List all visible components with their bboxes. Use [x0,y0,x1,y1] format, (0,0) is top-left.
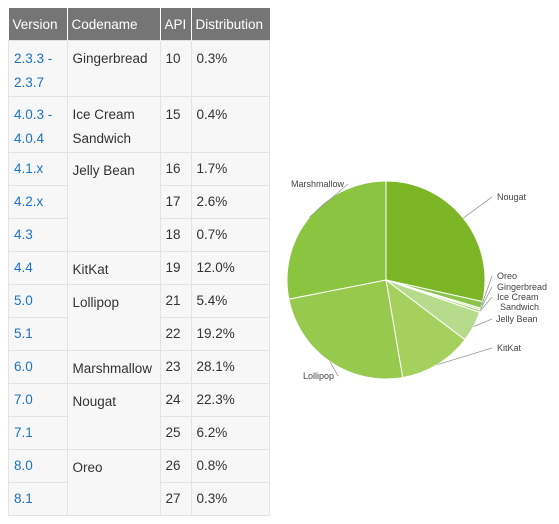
leader-line-jelly-bean [473,318,493,327]
leader-line-ice-cream-sandwich [479,296,493,312]
distribution-cell: 19.2% [190,317,270,351]
table-row: 4.3 18 0.7% [8,218,270,252]
version-link[interactable]: 4.3 [8,218,68,252]
codename-cell: Nougat [66,383,161,450]
version-link[interactable]: 6.0 [8,350,68,384]
distribution-cell: 0.3% [190,482,270,516]
leader-line-kitkat [437,347,493,365]
api-cell: 21 [159,284,192,318]
api-cell: 15 [159,96,192,153]
table-row: 4.4 KitKat 19 12.0% [8,251,270,285]
pie-label-kitkat: KitKat [497,343,522,353]
pie-label-nougat: Nougat [497,192,527,202]
codename-cell: Jelly Bean [66,152,161,252]
distribution-table: Version Codename API Distribution 2.3.3 … [8,8,270,516]
pie-label-oreo: Oreo [497,271,517,281]
codename-cell: KitKat [66,251,161,285]
distribution-cell: 22.3% [190,383,270,417]
api-cell: 19 [159,251,192,285]
distribution-cell: 0.3% [190,40,270,97]
leader-line-marshmallow [309,183,349,218]
table-row: 4.1.x Jelly Bean 16 1.7% [8,152,270,252]
table-row: 5.1 22 19.2% [8,317,270,351]
leader-line-lollipop [329,361,339,377]
distribution-cell: 0.8% [190,449,270,483]
table-row: 5.0 Lollipop 21 5.4% [8,284,270,351]
distribution-cell: 2.6% [190,185,270,219]
pie-slice-lollipop [288,279,404,380]
distribution-cell: 0.4% [190,96,270,153]
leader-line-oreo [481,275,493,306]
distribution-cell: 6.2% [190,416,270,450]
table-row: 4.2.x 17 2.6% [8,185,270,219]
api-cell: 23 [159,350,192,384]
table-row: 6.0 Marshmallow 23 28.1% [8,350,270,384]
codename-cell: Marshmallow [66,350,161,384]
table-header-row: Version Codename API Distribution [8,8,270,41]
version-link[interactable]: 2.3.3 -2.3.7 [8,40,68,97]
pie-label-jelly-bean: Jelly Bean [496,314,538,324]
pie-slice-marshmallow [286,180,387,300]
api-cell: 16 [159,152,192,186]
version-link[interactable]: 7.1 [8,416,68,450]
api-cell: 22 [159,317,192,351]
api-cell: 27 [159,482,192,516]
header-codename[interactable]: Codename [67,8,161,41]
codename-cell: Oreo [66,449,161,516]
codename-cell: Ice Cream Sandwich [66,96,161,153]
pie-label-gingerbread: Gingerbread [497,282,547,292]
codename-cell: Gingerbread [66,40,161,97]
table-row: 2.3.3 -2.3.7 Gingerbread 10 0.3% [8,40,270,97]
distribution-cell: 1.7% [190,152,270,186]
pie-label-marshmallow: Marshmallow [291,179,345,189]
table-row: 7.1 25 6.2% [8,416,270,450]
api-cell: 18 [159,218,192,252]
header-distribution[interactable]: Distribution [191,8,270,41]
table-row: 4.0.3 -4.0.4 Ice Cream Sandwich 15 0.4% [8,96,270,153]
distribution-cell: 5.4% [190,284,270,318]
codename-cell: Lollipop [66,284,161,351]
version-link[interactable]: 4.2.x [8,185,68,219]
version-link[interactable]: 5.0 [8,284,68,318]
api-cell: 26 [159,449,192,483]
table-body: 2.3.3 -2.3.7 Gingerbread 10 0.3% 4.0.3 -4.0.… [8,40,270,516]
version-link[interactable]: 8.1 [8,482,68,516]
header-version[interactable]: Version [8,8,68,41]
table-row: 8.0 Oreo 26 0.8% [8,449,270,516]
distribution-cell: 12.0% [190,251,270,285]
pie-label-lollipop: Lollipop [303,371,334,381]
api-cell: 10 [159,40,192,97]
version-link[interactable]: 8.0 [8,449,68,483]
version-link[interactable]: 7.0 [8,383,68,417]
pie-label-ice-cream-sandwich: Ice Cream Sandwich [497,292,539,312]
leader-line-gingerbread [480,286,493,310]
header-api[interactable]: API [160,8,192,41]
table-row: 8.1 27 0.3% [8,482,270,516]
leader-line-nougat [463,196,493,219]
version-link[interactable]: 5.1 [8,317,68,351]
